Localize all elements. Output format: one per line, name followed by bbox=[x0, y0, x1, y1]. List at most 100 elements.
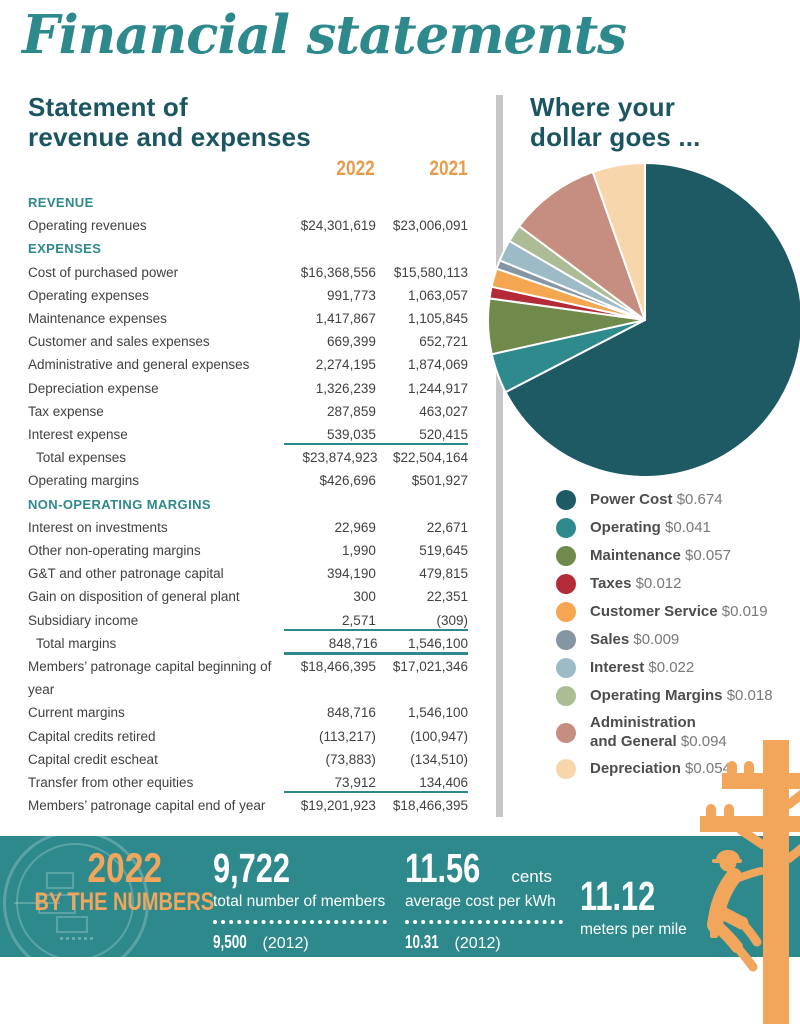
table-row: Current margins 848,716 1,546,100 bbox=[28, 701, 468, 724]
legend-color-dot bbox=[556, 574, 576, 594]
table-row: Tax expense 287,859 463,027 bbox=[28, 400, 468, 423]
value-2022: 22,969 bbox=[334, 519, 376, 535]
table-row: Interest expense 539,035 520,415 bbox=[28, 423, 468, 446]
value-2021: 134,406 bbox=[419, 775, 468, 791]
row-label: Maintenance expenses bbox=[28, 311, 167, 327]
banner-stat: 9,722 total number of members 9,500 (2012) bbox=[213, 848, 387, 953]
table-section-header: NON-OPERATING MARGINS bbox=[28, 493, 468, 516]
statement-heading: Statement of revenue and expenses bbox=[28, 92, 311, 153]
row-label: Cost of purchased power bbox=[28, 264, 179, 280]
row-label: REVENUE bbox=[28, 195, 94, 210]
column-header-2021: 2021 bbox=[429, 157, 468, 180]
row-label: Total expenses bbox=[36, 450, 127, 466]
pie-legend: Power Cost $0.674 Operating $0.041 Mainten… bbox=[556, 490, 794, 787]
legend-item: Operating $0.041 bbox=[556, 518, 794, 538]
value-2022: 300 bbox=[353, 589, 376, 605]
row-label: Transfer from other equities bbox=[28, 775, 194, 791]
legend-value: $0.012 bbox=[635, 574, 682, 592]
column-header-spacer bbox=[28, 157, 286, 181]
row-label: Members’ patronage capital beginning of … bbox=[28, 659, 272, 698]
cooperative-seal-watermark bbox=[3, 836, 149, 957]
legend-color-dot bbox=[556, 722, 576, 743]
value-2022: 73,912 bbox=[334, 775, 376, 791]
table-section-header: EXPENSES bbox=[28, 237, 468, 260]
row-label: Current margins bbox=[28, 705, 125, 721]
vertical-divider bbox=[496, 95, 503, 817]
table-row: Subsidiary income 2,571 (309) bbox=[28, 609, 468, 632]
stat-caption: meters per mile bbox=[580, 921, 687, 938]
seal-emblem-dots bbox=[60, 937, 94, 940]
value-2022: (113,217) bbox=[319, 728, 376, 744]
legend-label: Administration and General $0.094 bbox=[590, 714, 727, 750]
row-label: Interest expense bbox=[28, 427, 128, 443]
value-2021: 1,105,845 bbox=[407, 311, 468, 327]
value-2022: 1,990 bbox=[342, 543, 376, 559]
table-row: Transfer from other equities 73,912 134,40… bbox=[28, 771, 468, 794]
pole-insulator bbox=[727, 761, 737, 774]
row-label: Operating margins bbox=[28, 473, 140, 489]
legend-value: $0.674 bbox=[676, 490, 723, 508]
value-2022: 669,399 bbox=[327, 334, 376, 350]
pie-slice-power-cost bbox=[504, 162, 800, 478]
value-2021: (134,510) bbox=[410, 751, 468, 767]
legend-value: $0.022 bbox=[648, 658, 695, 676]
value-2022: 539,035 bbox=[327, 427, 376, 443]
value-2022: 2,571 bbox=[342, 612, 376, 628]
table-row: Interest on investments 22,969 22,671 bbox=[28, 516, 468, 539]
row-label: Interest on investments bbox=[28, 519, 168, 535]
pole-crossarm-top bbox=[722, 773, 800, 789]
table-row: Other non-operating margins 1,990 519,645 bbox=[28, 539, 468, 562]
dotted-divider bbox=[213, 920, 387, 924]
stat-caption: total number of members bbox=[213, 893, 386, 910]
value-2021: 520,415 bbox=[419, 427, 468, 443]
legend-item: Interest $0.022 bbox=[556, 658, 794, 678]
legend-item: Power Cost $0.674 bbox=[556, 490, 794, 510]
value-2021: $18,466,395 bbox=[392, 798, 468, 814]
row-label: Operating revenues bbox=[28, 218, 147, 234]
legend-label: Operating $0.041 bbox=[590, 518, 711, 536]
pole-insulator bbox=[744, 761, 754, 774]
table-row: G&T and other patronage capital 394,190 47… bbox=[28, 562, 468, 585]
table-section-header: REVENUE bbox=[28, 191, 468, 214]
value-2021: $23,006,091 bbox=[392, 218, 468, 234]
legend-label: Sales $0.009 bbox=[590, 630, 680, 648]
row-label: Total margins bbox=[36, 635, 117, 651]
value-2021: $22,504,164 bbox=[392, 450, 469, 466]
table-row: Members’ patronage capital beginning of … bbox=[28, 655, 468, 701]
pole-insulator bbox=[724, 804, 734, 817]
value-2021: 463,027 bbox=[419, 403, 468, 419]
banner-label: BY THE NUMBERS bbox=[34, 888, 215, 916]
value-2021: 1,874,069 bbox=[407, 357, 468, 373]
value-2022: 287,859 bbox=[327, 403, 376, 419]
stat-value: 11.12 bbox=[580, 873, 656, 919]
value-2022: 394,190 bbox=[327, 566, 376, 582]
row-label: Capital credit escheat bbox=[28, 751, 158, 767]
value-2021: 1,546,100 bbox=[407, 635, 469, 651]
table-row: Depreciation expense 1,326,239 1,244,917 bbox=[28, 377, 468, 400]
value-2021: $501,927 bbox=[411, 473, 468, 489]
by-the-numbers-banner: 2022 BY THE NUMBERS 9,722 total number of… bbox=[0, 836, 800, 957]
stat-value: 9,722 bbox=[213, 845, 290, 891]
legend-label: Depreciation $0.054 bbox=[590, 759, 731, 777]
seal-emblem-block bbox=[38, 894, 76, 914]
row-label: G&T and other patronage capital bbox=[28, 566, 224, 582]
chart-title: Where your dollar goes ... bbox=[530, 92, 701, 153]
value-2021: 519,645 bbox=[419, 543, 468, 559]
legend-value: $0.054 bbox=[685, 759, 731, 777]
legend-color-dot bbox=[556, 546, 576, 566]
column-header-2022: 2022 bbox=[336, 157, 375, 180]
row-label: Operating expenses bbox=[28, 287, 149, 303]
legend-label: Taxes $0.012 bbox=[590, 574, 682, 592]
row-label: Members’ patronage capital end of year bbox=[28, 798, 266, 814]
banner-year: 2022 bbox=[87, 844, 163, 891]
legend-item: Operating Margins $0.018 bbox=[556, 686, 794, 706]
stat-value: 11.56 bbox=[405, 845, 481, 891]
legend-color-dot bbox=[556, 759, 576, 779]
table-row: Administrative and general expenses 2,274… bbox=[28, 353, 468, 376]
legend-label: Power Cost $0.674 bbox=[590, 490, 723, 508]
seal-inner-ring bbox=[16, 843, 134, 957]
stat-prior: 9,500 (2012) bbox=[213, 932, 309, 952]
pole-insulator bbox=[706, 804, 716, 817]
table-row: Gain on disposition of general plant 300 2… bbox=[28, 585, 468, 608]
